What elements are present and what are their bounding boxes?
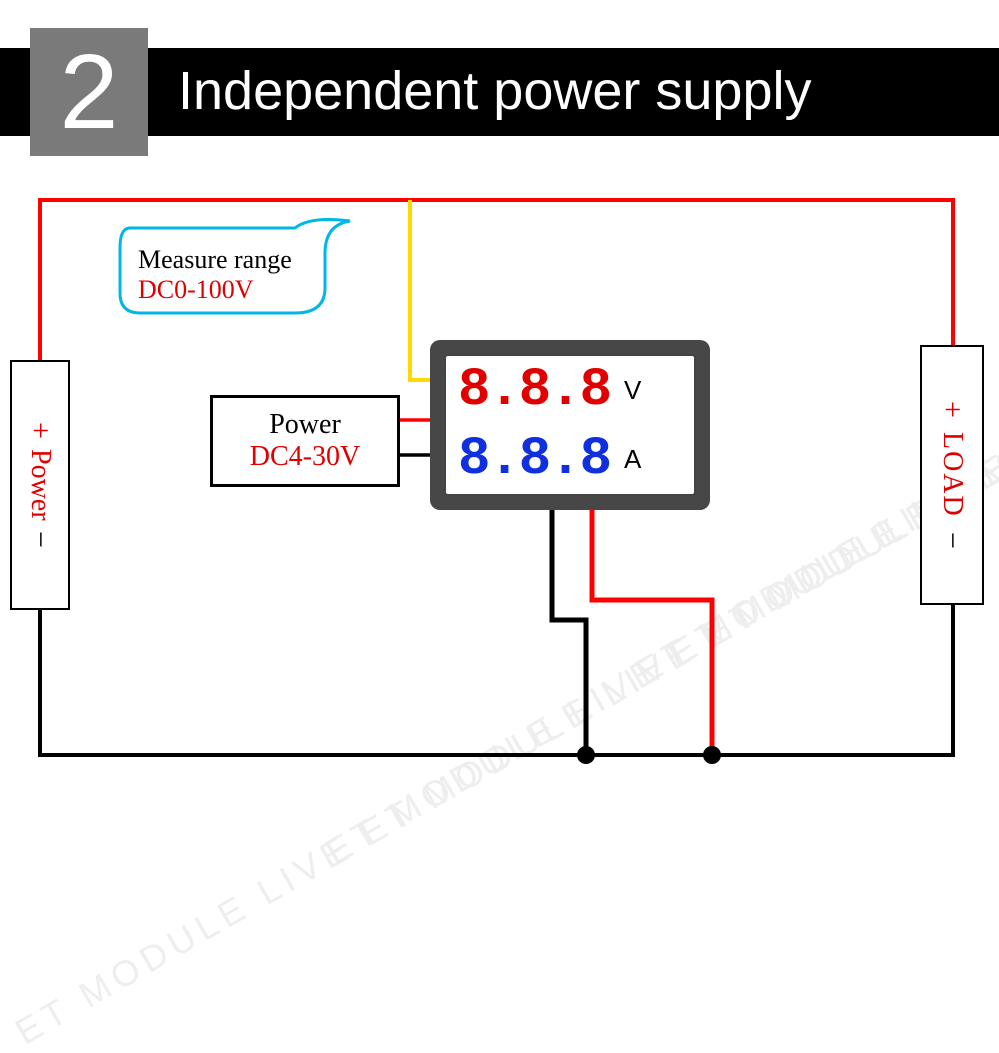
power-minus: − (23, 531, 57, 548)
voltmeter-ammeter-module: 8.8.8 V 8.8.8 A (430, 340, 710, 510)
voltage-digits: 8.8.8 (458, 360, 610, 421)
wire-black-negative (40, 605, 953, 755)
power-label: Power (24, 449, 56, 521)
load-minus: − (935, 532, 969, 549)
wire-black-shunt (552, 510, 586, 755)
voltage-row: 8.8.8 V (458, 356, 694, 425)
aux-power-line2: DC4-30V (250, 441, 360, 473)
wire-yellow-vsense (410, 200, 432, 380)
junction-node (703, 746, 721, 764)
load-plus: + (935, 401, 969, 418)
voltage-unit: V (624, 375, 641, 406)
current-unit: A (624, 444, 641, 475)
current-row: 8.8.8 A (458, 425, 694, 494)
vrange-line2: DC0-100V (138, 275, 340, 305)
load-box: + LOAD − (920, 345, 984, 605)
vrange-line1: Measure range (138, 245, 340, 275)
meter-display-face: 8.8.8 V 8.8.8 A (444, 354, 696, 496)
junction-node (577, 746, 595, 764)
aux-power-line1: Power (269, 409, 341, 441)
load-label: LOAD (936, 432, 968, 518)
wire-red-shunt (592, 510, 712, 755)
power-source-box: + Power − (10, 360, 70, 610)
aux-power-box: Power DC4-30V (210, 395, 400, 487)
current-digits: 8.8.8 (458, 429, 610, 490)
power-plus: + (23, 422, 57, 439)
voltage-range-callout: Measure range DC0-100V (120, 225, 340, 330)
